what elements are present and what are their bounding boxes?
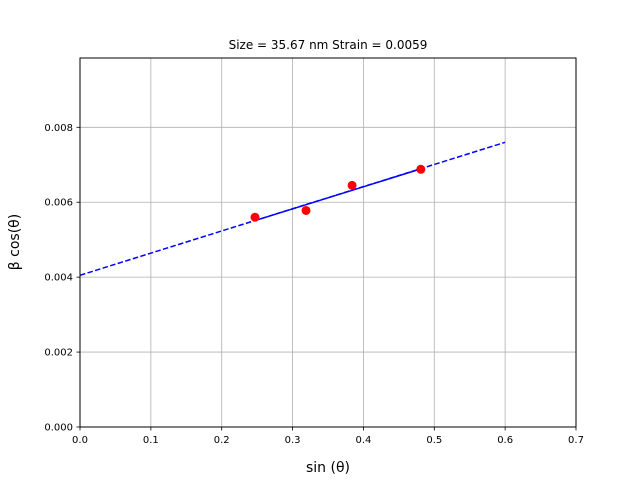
x-tick-label: 0.6 bbox=[497, 435, 513, 446]
x-tick-label: 0.2 bbox=[214, 435, 230, 446]
x-tick-label: 0.5 bbox=[426, 435, 442, 446]
y-tick-label: 0.000 bbox=[44, 423, 73, 434]
fit-line-data-range bbox=[254, 168, 422, 222]
y-tick-label: 0.006 bbox=[44, 198, 73, 209]
data-point bbox=[416, 164, 426, 174]
y-axis-ticks: 0.000 0.002 0.004 0.006 0.008 bbox=[44, 123, 80, 434]
data-point bbox=[250, 212, 260, 222]
y-tick-label: 0.002 bbox=[44, 348, 73, 359]
plot-frame bbox=[79, 57, 577, 428]
x-tick-label: 0.0 bbox=[72, 435, 88, 446]
y-axis-label: β cos(θ) bbox=[7, 214, 23, 270]
data-point bbox=[347, 180, 357, 190]
grid bbox=[79, 58, 577, 428]
x-axis-ticks: 0.0 0.1 0.2 0.3 0.4 0.5 0.6 0.7 bbox=[72, 427, 584, 446]
data-point bbox=[301, 205, 311, 215]
x-tick-label: 0.3 bbox=[285, 435, 301, 446]
chart-title: Size = 35.67 nm Strain = 0.0059 bbox=[229, 38, 428, 52]
x-tick-label: 0.1 bbox=[143, 435, 159, 446]
x-tick-label: 0.7 bbox=[568, 435, 584, 446]
y-tick-label: 0.008 bbox=[44, 123, 73, 134]
fit-lines bbox=[79, 141, 506, 276]
y-tick-label: 0.004 bbox=[44, 273, 73, 284]
x-tick-label: 0.4 bbox=[355, 435, 371, 446]
x-axis-label: sin (θ) bbox=[306, 460, 350, 476]
data-points bbox=[250, 164, 426, 222]
